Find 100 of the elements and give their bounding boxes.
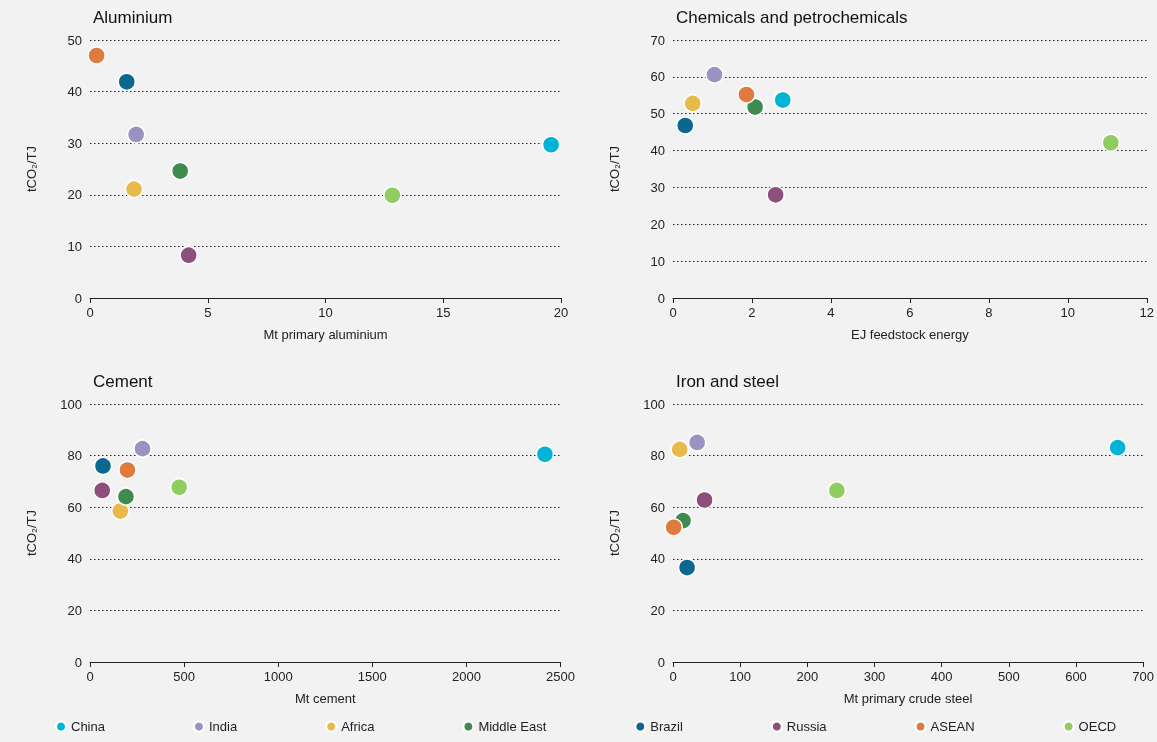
x-tick-label: 300: [863, 669, 886, 684]
legend-label: Brazil: [650, 719, 683, 734]
point: [93, 481, 112, 500]
chart-title: Iron and steel: [676, 372, 780, 391]
point: [170, 161, 190, 181]
y-tick-label: 40: [650, 551, 665, 567]
y-tick-label: 80: [650, 448, 665, 464]
y-axis-title: tCO₂/TJ: [607, 145, 622, 193]
point: [745, 97, 765, 117]
x-tick-label: 12: [1139, 305, 1154, 320]
x-axis-title: Mt primary aluminium: [263, 327, 388, 342]
x-tick-label: 10: [1060, 305, 1076, 320]
x-tick-label: 600: [1065, 669, 1087, 684]
chart-title: Cement: [93, 372, 153, 391]
x-tick-label: 200: [796, 669, 819, 684]
point: [737, 85, 756, 104]
point: [1108, 438, 1127, 457]
y-tick-label: 60: [67, 499, 82, 515]
point: [124, 179, 144, 199]
y-tick-label: 20: [67, 602, 82, 618]
y-tick-label: 20: [67, 187, 82, 203]
y-axis-title: tCO₂/TJ: [24, 509, 39, 557]
point: [117, 72, 136, 92]
x-tick-label: 2000: [451, 669, 481, 684]
x-axis-title: EJ feedstock energy: [850, 327, 970, 342]
y-tick-label: 100: [643, 396, 665, 412]
point: [383, 186, 402, 205]
point: [116, 487, 136, 506]
legend-label: Middle East: [478, 719, 547, 734]
y-tick-label: 10: [67, 238, 82, 254]
y-tick-label: 40: [67, 84, 82, 100]
x-tick-label: 500: [997, 669, 1020, 684]
y-tick-label: 30: [650, 179, 665, 195]
point: [773, 90, 793, 110]
y-tick-label: 20: [650, 602, 665, 618]
point: [169, 478, 189, 497]
legend-label: Russia: [786, 719, 828, 734]
y-tick-label: 40: [67, 551, 82, 567]
point: [93, 456, 113, 476]
y-tick-label: 50: [67, 32, 82, 48]
y-tick-label: 80: [67, 448, 82, 464]
x-tick-label: 6: [906, 305, 914, 320]
x-tick-label: 10: [318, 305, 333, 320]
x-tick-label: 2: [748, 305, 756, 320]
point: [687, 433, 707, 452]
chart-title: Chemicals and petrochemicals: [676, 8, 908, 27]
x-tick-label: 0: [86, 305, 94, 320]
y-tick-label: 50: [650, 106, 665, 122]
y-tick-label: 0: [74, 654, 82, 670]
point: [670, 440, 689, 459]
legend-label: OECD: [1078, 719, 1117, 734]
point: [126, 125, 146, 144]
x-axis-title: Mt cement: [294, 691, 356, 706]
y-tick-label: 20: [650, 216, 665, 232]
y-tick-label: 70: [650, 32, 665, 48]
y-tick-label: 0: [74, 290, 82, 306]
x-tick-label: 2500: [546, 669, 575, 684]
x-tick-label: 0: [669, 305, 677, 320]
legend-label: Africa: [341, 719, 376, 734]
y-tick-label: 100: [60, 396, 82, 412]
x-tick-label: 1000: [263, 669, 293, 684]
y-tick-label: 0: [657, 290, 665, 306]
x-tick-label: 5: [204, 305, 212, 320]
point: [695, 490, 714, 510]
x-tick-label: 500: [173, 669, 195, 684]
x-tick-label: 700: [1132, 669, 1155, 684]
point: [87, 46, 106, 65]
y-axis-title: tCO₂/TJ: [24, 145, 39, 193]
x-tick-label: 100: [729, 669, 752, 684]
x-tick-label: 8: [985, 305, 993, 320]
point: [683, 94, 702, 113]
point: [664, 518, 683, 537]
chart-title: Aluminium: [93, 8, 173, 27]
point: [677, 558, 697, 577]
y-tick-label: 60: [650, 69, 665, 85]
y-tick-label: 30: [67, 135, 82, 151]
x-tick-label: 400: [930, 669, 953, 684]
point: [541, 135, 561, 154]
legend-label: India: [208, 719, 238, 734]
point: [111, 501, 130, 521]
x-tick-label: 1500: [357, 669, 387, 684]
point: [676, 116, 695, 135]
point: [133, 439, 152, 458]
x-tick-label: 0: [669, 669, 677, 684]
point: [766, 185, 785, 205]
legend-label: ASEAN: [930, 719, 975, 734]
y-axis-title: tCO₂/TJ: [607, 509, 622, 557]
y-tick-label: 40: [650, 143, 665, 159]
y-tick-label: 10: [650, 253, 665, 269]
x-tick-label: 0: [86, 669, 94, 684]
x-tick-label: 20: [553, 305, 569, 320]
y-tick-label: 0: [657, 654, 665, 670]
point: [1101, 133, 1121, 153]
x-tick-label: 15: [436, 305, 451, 320]
x-tick-label: 4: [827, 305, 835, 320]
point: [827, 481, 847, 500]
point: [705, 65, 724, 84]
legend-label: China: [71, 719, 106, 734]
x-axis-title: Mt primary crude steel: [843, 691, 973, 706]
point: [535, 445, 555, 464]
